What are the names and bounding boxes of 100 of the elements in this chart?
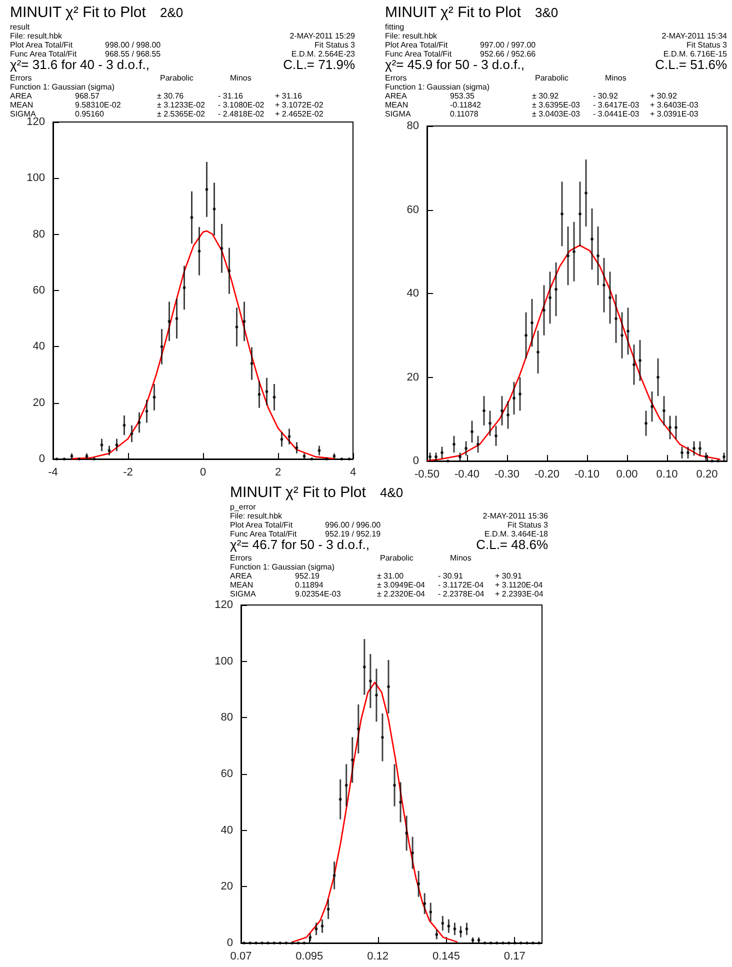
text: - 2.2378E-04 [438,590,485,598]
text: 952.19 [295,572,320,580]
text: fitting [385,22,404,32]
text: 9.02354E-03 [295,590,342,598]
text: 968.57 [75,92,100,100]
text: Errors [385,74,407,82]
text: MEAN [10,100,34,110]
chart-title: MINUIT χ² Fit to Plot [10,4,147,21]
text: Plot Area Total/Fit [230,520,294,530]
text: ± 2.2320E-04 [377,590,426,598]
x-tick-label: -0.30 [494,468,520,480]
text: Parabolic [160,74,194,82]
text: Errors [10,74,32,82]
y-tick-label: 120 [26,116,45,128]
text: Func Area Total/Fit [385,50,452,58]
y-tick-label: 0 [412,455,419,467]
text: 0.11078 [450,110,479,118]
text: File: result.hbk [385,32,438,40]
text: Plot Area Total/Fit [385,40,448,50]
text: Parabolic [380,554,414,562]
x-tick-label: 0.17 [504,950,526,962]
text: Fit Status 3 [686,40,728,50]
text: Function 1: Gaussian (sigma) [385,82,490,92]
text: ± 2.5365E-02 [157,110,206,118]
y-tick-label: 60 [406,204,419,216]
y-tick-label: 20 [32,396,45,409]
y-tick-label: 40 [32,340,45,353]
text: - 3.0441E-03 [593,110,640,118]
text: MEAN [230,580,254,590]
text: ± 3.6395E-03 [532,100,581,110]
x-tick-label: 0.10 [656,468,678,480]
text: Fit Status 3 [508,520,549,530]
text: AREA [10,92,32,100]
text: Minos [605,74,626,82]
text: Func Area Total/Fit [10,50,78,58]
y-tick-label: 100 [26,172,45,184]
text: 0.11894 [295,580,324,590]
text: 952.19 / 952.19 [325,530,382,538]
x-tick-label: -4 [48,466,58,478]
x-tick-label: 0.20 [696,468,718,480]
text: ± 3.0403E-03 [532,110,581,118]
y-tick-label: 0 [226,937,233,949]
text: - 30.91 [438,572,464,580]
chart-subtitle: 3&0 [535,5,558,20]
x-tick-label: 0.07 [230,950,252,962]
text: Parabolic [535,74,568,82]
text: + 3.0391E-03 [650,110,699,118]
chart-subtitle: 4&0 [380,485,404,500]
text: + 30.92 [650,92,678,100]
text: ± 30.76 [157,92,184,100]
text: + 2.2393E-04 [495,590,544,598]
text: - 3.1172E-04 [438,580,484,590]
y-tick-label: 20 [406,371,419,384]
text: 2-MAY-2011 15:29 [290,32,356,40]
text: Function 1: Gaussian (sigma) [230,562,335,572]
chart-subtitle: 2&0 [160,5,184,20]
text: 996.00 / 996.00 [325,520,382,530]
text: Func Area Total/Fit [230,530,298,538]
x-tick-label: 0 [200,466,206,478]
text: p_error [230,502,256,512]
y-tick-label: 60 [32,284,45,296]
y-tick-label: 40 [406,288,419,300]
text: File: result.hbk [230,512,284,520]
y-tick-label: 60 [220,768,233,780]
text: 968.55 / 968.55 [105,50,162,58]
y-tick-label: 80 [32,228,45,240]
y-tick-label: 20 [220,880,233,893]
text: ± 31.00 [377,572,404,580]
chart-title: MINUIT χ² Fit to Plot [385,4,522,21]
text: SIGMA [10,110,36,118]
text: χ²= 31.6 for 40 - 3 d.o.f., [10,57,150,72]
x-tick-label: -0.10 [574,468,600,480]
text: Minos [230,74,252,82]
x-tick-label: -2 [123,466,133,478]
text: E.D.M. 2.564E-23 [291,50,356,58]
text: + 3.1072E-02 [275,100,324,110]
text: ± 3.0949E-04 [377,580,426,590]
text: ± 30.92 [532,92,560,100]
y-tick-label: 80 [220,712,233,724]
text: -0.11842 [450,100,482,110]
text: Plot Area Total/Fit [10,40,74,50]
text: χ²= 45.9 for 50 - 3 d.o.f., [385,57,524,72]
text: + 31.16 [275,92,302,100]
text: - 3.1080E-02 [218,100,265,110]
text: - 30.92 [593,92,618,100]
text: File: result.hbk [10,32,64,40]
text: 952.66 / 952.66 [480,50,536,58]
text: SIGMA [230,590,256,598]
text: 997.00 / 997.00 [480,40,536,50]
x-tick-label: 0.12 [367,950,389,962]
text: Errors [230,554,252,562]
text: C.L.= 51.6% [655,57,728,72]
text: E.D.M. 6.716E-15 [663,50,728,58]
text: AREA [230,572,252,580]
text: SIGMA [385,110,412,118]
text: 998.00 / 998.00 [105,40,162,50]
text: Function 1: Gaussian (sigma) [10,82,115,92]
text: - 31.16 [218,92,244,100]
text: MEAN [385,100,408,110]
y-tick-label: 80 [406,120,419,132]
